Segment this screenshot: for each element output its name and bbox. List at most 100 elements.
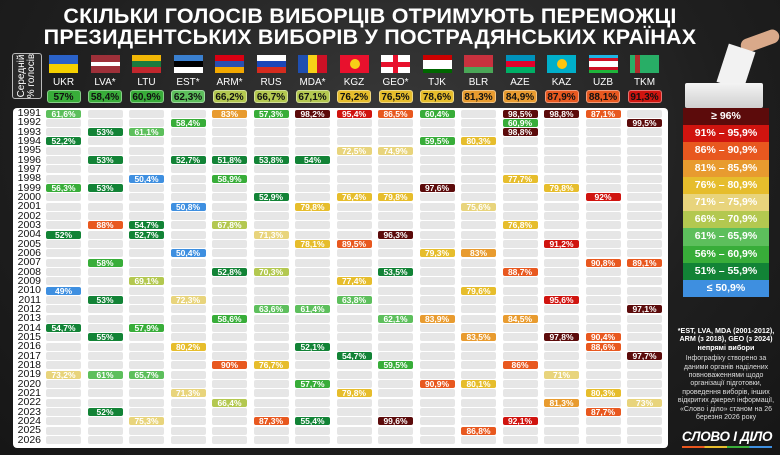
empty-cell — [585, 426, 621, 435]
empty-cell — [46, 417, 81, 426]
empty-cell — [627, 184, 662, 193]
country-code: LVA* — [94, 77, 116, 88]
indirect-elections-note: *EST, LVA, MDA (2001-2012), ARM (з 2018)… — [677, 326, 775, 352]
year-label: 2024 — [17, 414, 41, 427]
flag-icon — [630, 55, 659, 73]
empty-cell — [585, 184, 621, 193]
country-column-11: AZE 84,9% — [500, 55, 540, 103]
year-label: 2007 — [17, 256, 41, 269]
result-cell: 70,3% — [253, 268, 289, 276]
result-cell: 86,8% — [461, 426, 496, 435]
empty-cell — [419, 296, 455, 305]
empty-cell — [378, 380, 413, 389]
empty-cell — [46, 352, 81, 361]
empty-cell — [87, 212, 123, 221]
year-label: 2025 — [17, 424, 41, 437]
empty-cell — [170, 398, 206, 407]
empty-cell — [253, 277, 289, 286]
empty-cell — [170, 193, 206, 202]
empty-cell — [585, 417, 621, 426]
result-cell: 88,7% — [502, 268, 538, 276]
empty-cell — [502, 426, 538, 435]
empty-cell — [295, 333, 330, 342]
empty-cell — [461, 277, 496, 286]
result-cell: 72,5% — [336, 147, 372, 155]
empty-cell — [627, 389, 662, 398]
year-label: 2005 — [17, 237, 41, 250]
result-cell: 99,5% — [627, 119, 662, 127]
empty-cell — [378, 305, 413, 314]
result-cell: 54,7% — [46, 324, 81, 332]
empty-cell — [585, 296, 621, 305]
empty-cell — [627, 286, 662, 295]
empty-cell — [544, 417, 579, 426]
empty-cell — [419, 333, 455, 342]
empty-cell — [502, 240, 538, 249]
empty-cell — [170, 417, 206, 426]
empty-cell — [502, 436, 538, 445]
empty-cell — [585, 268, 621, 277]
empty-cell — [502, 389, 538, 398]
empty-cell — [378, 426, 413, 435]
empty-cell — [46, 212, 81, 221]
result-cell: 96,3% — [378, 231, 413, 239]
average-badge: 67,1% — [295, 90, 330, 103]
empty-cell — [87, 249, 123, 258]
empty-cell — [502, 146, 538, 155]
empty-cell — [419, 193, 455, 202]
year-label: 1992 — [17, 116, 41, 129]
empty-cell — [87, 240, 123, 249]
result-cell: 73% — [627, 398, 662, 407]
year-label: 2019 — [17, 368, 41, 381]
empty-cell — [46, 156, 81, 165]
average-badge: 66,7% — [254, 90, 288, 103]
empty-cell — [419, 268, 455, 277]
empty-cell — [170, 408, 206, 417]
empty-cell — [46, 408, 81, 417]
empty-cell — [212, 184, 247, 193]
empty-cell — [627, 380, 662, 389]
year-label: 2018 — [17, 358, 41, 371]
empty-cell — [461, 230, 496, 239]
empty-cell — [170, 426, 206, 435]
empty-cell — [502, 408, 538, 417]
empty-cell — [378, 370, 413, 379]
empty-cell — [170, 324, 206, 333]
empty-cell — [461, 389, 496, 398]
result-cell: 71,3% — [170, 389, 206, 398]
empty-cell — [295, 193, 330, 202]
result-cell: 51,8% — [212, 156, 247, 164]
empty-cell — [46, 249, 81, 258]
slovo-i-dilo-logo: СЛОВО І ДІЛО — [681, 429, 773, 444]
empty-cell — [253, 249, 289, 258]
result-cell: 53% — [87, 128, 123, 136]
result-cell: 54,7% — [129, 221, 164, 230]
empty-cell — [378, 137, 413, 146]
flag-icon — [422, 55, 452, 73]
empty-cell — [170, 436, 206, 445]
empty-cell — [129, 249, 164, 258]
empty-cell — [627, 370, 662, 379]
empty-cell — [129, 137, 164, 146]
year-label: 2021 — [17, 386, 41, 399]
year-label: 2003 — [17, 218, 41, 231]
result-cell: 79,8% — [544, 184, 579, 192]
empty-cell — [87, 324, 123, 333]
empty-cell — [336, 165, 372, 174]
empty-cell — [87, 230, 123, 239]
ballot-box-illustration — [685, 83, 763, 108]
empty-cell — [419, 202, 455, 211]
empty-cell — [253, 146, 289, 155]
empty-cell — [419, 174, 455, 183]
result-cell: 80,2% — [170, 343, 206, 351]
empty-cell — [461, 417, 496, 426]
empty-cell — [585, 128, 621, 137]
empty-cell — [336, 230, 372, 239]
empty-cell — [419, 240, 455, 249]
year-label: 2013 — [17, 312, 41, 325]
empty-cell — [129, 202, 164, 211]
empty-cell — [585, 398, 621, 407]
result-cell: 54,7% — [336, 352, 372, 360]
average-badge: 62,3% — [171, 90, 205, 103]
country-code: TKM — [633, 77, 656, 88]
